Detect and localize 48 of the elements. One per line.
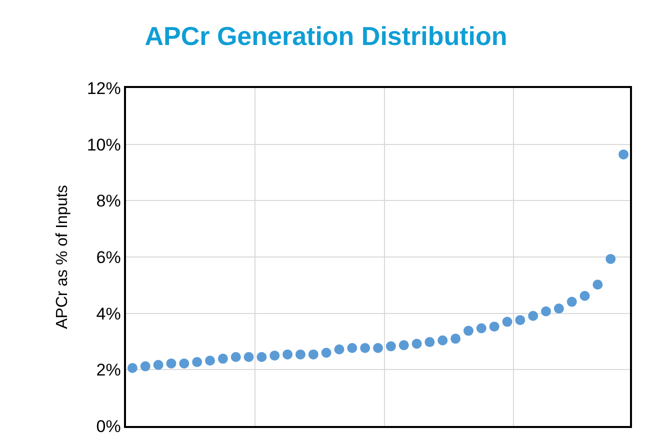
point (398, 340, 409, 350)
point (386, 341, 396, 352)
point (308, 349, 318, 360)
point (282, 349, 293, 360)
y-tick-label: 8% (96, 192, 121, 211)
point (412, 338, 422, 349)
y-tick-label: 6% (96, 248, 121, 267)
point (192, 357, 202, 368)
point (515, 315, 526, 326)
point (528, 310, 538, 321)
point (360, 342, 370, 353)
point (244, 352, 254, 362)
point (166, 358, 176, 368)
point (541, 306, 551, 316)
point (153, 360, 164, 370)
point (256, 352, 267, 362)
point (270, 350, 280, 361)
point (606, 254, 616, 264)
y-tick-label: 4% (96, 304, 121, 324)
point (554, 304, 564, 314)
point (347, 342, 358, 353)
point (230, 352, 241, 362)
point (205, 356, 215, 366)
point (140, 361, 150, 372)
point (502, 316, 512, 327)
chart-title: APCr Generation Distribution (144, 21, 508, 52)
point (618, 149, 629, 160)
point (476, 323, 486, 334)
point (489, 322, 500, 332)
point (179, 358, 190, 368)
point (592, 280, 603, 290)
point (463, 326, 474, 336)
y-tick-label: 2% (96, 360, 121, 380)
point (127, 362, 138, 373)
y-axis-title: APCr as % of Inputs (54, 184, 72, 330)
point (218, 354, 228, 364)
y-tick-label: 0% (96, 416, 121, 436)
point (450, 334, 461, 344)
point (295, 349, 306, 360)
point (566, 296, 577, 307)
point (438, 335, 448, 346)
point (321, 348, 332, 358)
point (580, 290, 590, 301)
point (373, 342, 383, 353)
point (424, 337, 435, 348)
point (334, 344, 344, 354)
y-tick-label: 12% (86, 78, 121, 98)
y-tick-label: 10% (86, 135, 121, 154)
